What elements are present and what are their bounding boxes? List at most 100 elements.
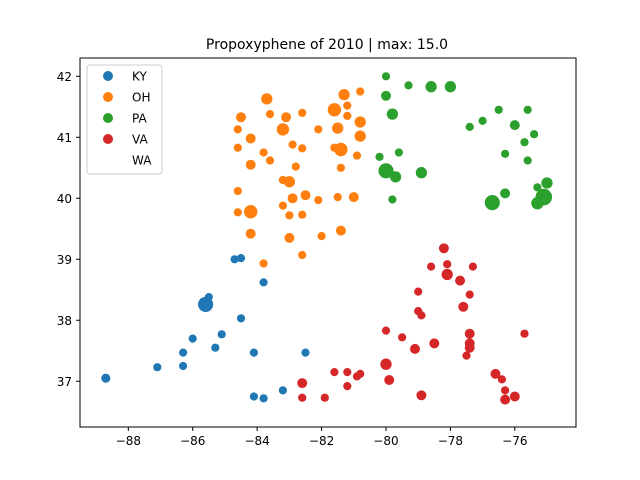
point-pa-7 bbox=[388, 195, 397, 204]
point-va-4 bbox=[455, 275, 466, 286]
point-oh-44 bbox=[354, 130, 366, 142]
y-tick-label: 40 bbox=[57, 192, 72, 206]
point-oh-26 bbox=[298, 210, 307, 219]
point-oh-1 bbox=[233, 125, 242, 134]
point-ky-12 bbox=[249, 348, 258, 357]
point-oh-23 bbox=[298, 108, 307, 117]
point-oh-43 bbox=[354, 116, 366, 128]
point-va-20 bbox=[380, 358, 392, 370]
point-oh-13 bbox=[265, 156, 275, 165]
point-oh-25 bbox=[300, 190, 311, 201]
point-oh-46 bbox=[348, 192, 359, 203]
point-va-15 bbox=[464, 328, 475, 339]
x-tick-label: −78 bbox=[438, 434, 463, 448]
legend-marker-ky bbox=[103, 71, 113, 81]
point-va-33 bbox=[501, 386, 510, 395]
point-oh-41 bbox=[335, 225, 346, 236]
point-oh-3 bbox=[245, 133, 256, 144]
x-tick-label: −76 bbox=[502, 434, 527, 448]
point-oh-38 bbox=[343, 101, 352, 110]
legend-label-oh: OH bbox=[132, 91, 150, 105]
point-ky-16 bbox=[278, 386, 287, 395]
point-ky-17 bbox=[301, 348, 310, 357]
point-oh-2 bbox=[233, 143, 242, 152]
point-oh-35 bbox=[334, 142, 348, 157]
point-oh-31 bbox=[317, 232, 326, 241]
y-tick-label: 41 bbox=[57, 131, 72, 145]
point-va-35 bbox=[500, 394, 511, 405]
point-oh-30 bbox=[314, 196, 323, 205]
point-oh-22 bbox=[278, 201, 287, 210]
point-va-24 bbox=[343, 368, 352, 377]
point-va-6 bbox=[465, 290, 474, 299]
point-va-13 bbox=[410, 343, 420, 354]
legend-marker-va bbox=[103, 134, 113, 144]
point-ky-8 bbox=[217, 330, 226, 339]
x-tick-label: −84 bbox=[244, 434, 269, 448]
point-va-7 bbox=[458, 301, 469, 312]
point-va-23 bbox=[352, 372, 362, 381]
x-tick-label: −86 bbox=[180, 434, 205, 448]
point-pa-3 bbox=[375, 152, 384, 161]
point-ky-13 bbox=[249, 392, 258, 401]
point-ky-9 bbox=[230, 255, 239, 264]
y-tick-label: 42 bbox=[57, 70, 72, 84]
point-va-11 bbox=[417, 311, 426, 320]
point-va-29 bbox=[320, 393, 329, 402]
point-va-32 bbox=[497, 375, 506, 384]
point-ky-7 bbox=[211, 343, 220, 352]
point-oh-17 bbox=[288, 140, 297, 149]
point-pa-13 bbox=[478, 116, 487, 125]
point-va-26 bbox=[343, 382, 352, 391]
point-va-19 bbox=[520, 329, 529, 338]
point-oh-6 bbox=[233, 208, 242, 217]
point-pa-21 bbox=[484, 195, 500, 211]
point-oh-16 bbox=[281, 112, 292, 123]
point-pa-4 bbox=[378, 163, 394, 179]
point-oh-27 bbox=[298, 250, 307, 260]
point-pa-11 bbox=[415, 167, 428, 179]
point-va-14 bbox=[429, 338, 440, 349]
point-pa-17 bbox=[530, 130, 539, 139]
point-oh-33 bbox=[332, 122, 344, 134]
point-pa-5 bbox=[394, 148, 403, 157]
point-pa-26 bbox=[541, 177, 553, 189]
y-tick-label: 39 bbox=[57, 253, 72, 267]
points-layer bbox=[101, 72, 553, 405]
point-oh-32 bbox=[327, 103, 342, 117]
point-va-25 bbox=[330, 368, 339, 377]
point-ky-15 bbox=[259, 394, 268, 403]
point-va-30 bbox=[416, 390, 427, 401]
point-pa-25 bbox=[533, 183, 542, 192]
point-va-21 bbox=[384, 375, 395, 385]
point-va-8 bbox=[414, 287, 423, 296]
point-pa-2 bbox=[386, 108, 399, 120]
point-ky-4 bbox=[188, 334, 197, 343]
point-va-27 bbox=[297, 378, 308, 389]
point-oh-29 bbox=[314, 125, 323, 134]
point-ky-2 bbox=[179, 361, 188, 371]
point-pa-18 bbox=[520, 138, 529, 147]
point-ky-1 bbox=[153, 363, 162, 372]
point-oh-18 bbox=[283, 176, 296, 188]
point-va-31 bbox=[490, 368, 501, 379]
legend-marker-oh bbox=[103, 92, 113, 102]
point-pa-20 bbox=[523, 156, 532, 165]
point-va-18 bbox=[462, 351, 471, 360]
point-pa-19 bbox=[501, 149, 510, 158]
point-pa-15 bbox=[509, 120, 520, 131]
x-tick-label: −80 bbox=[373, 434, 398, 448]
legend-label-pa: PA bbox=[132, 112, 147, 126]
point-oh-37 bbox=[336, 163, 345, 172]
point-va-1 bbox=[443, 260, 452, 269]
point-oh-28 bbox=[291, 162, 300, 171]
x-tick-label: −82 bbox=[309, 434, 334, 448]
chart-title: Propoxyphene of 2010 | max: 15.0 bbox=[206, 37, 448, 53]
x-tick-label: −88 bbox=[116, 434, 141, 448]
point-oh-42 bbox=[356, 87, 365, 96]
point-oh-10 bbox=[261, 93, 273, 105]
point-oh-7 bbox=[244, 205, 258, 219]
point-oh-19 bbox=[287, 193, 298, 204]
point-va-12 bbox=[398, 333, 407, 342]
